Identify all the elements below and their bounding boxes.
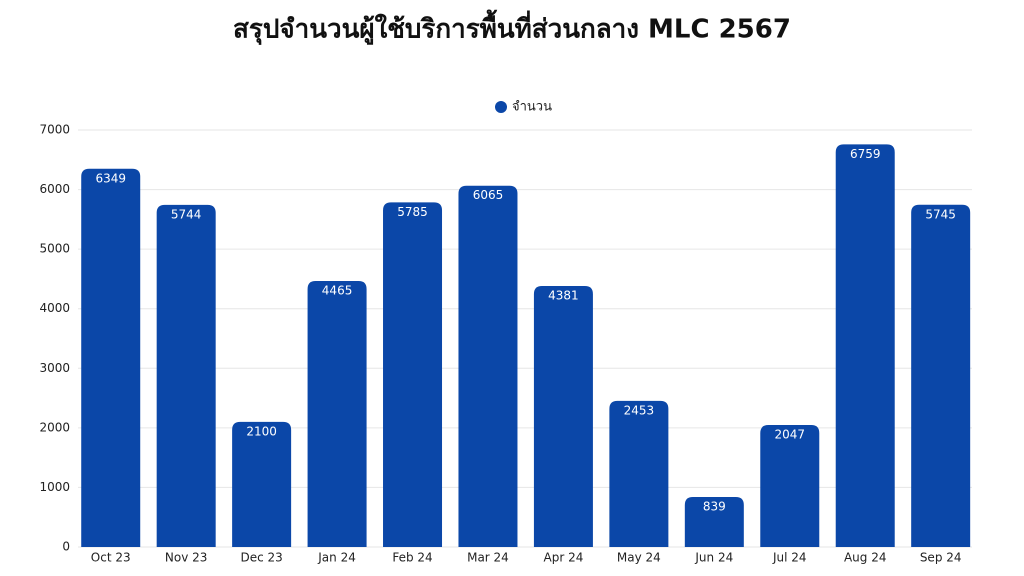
x-tick-label: Jul 24 [772, 551, 807, 565]
bar [458, 185, 518, 547]
bar [81, 168, 141, 547]
x-tick-label: Oct 23 [91, 551, 131, 565]
y-tick-label: 2000 [39, 420, 70, 434]
bar [684, 497, 744, 547]
y-tick-label: 6000 [39, 182, 70, 196]
legend-marker [495, 101, 507, 113]
value-label: 5745 [925, 207, 956, 221]
value-label: 839 [703, 500, 726, 514]
value-label: 2453 [624, 403, 655, 417]
x-tick-label: Feb 24 [392, 551, 432, 565]
value-label: 6759 [850, 147, 881, 161]
x-tick-label: Dec 23 [240, 551, 282, 565]
x-tick-label: Jan 24 [317, 551, 356, 565]
x-tick-label: Jun 24 [694, 551, 733, 565]
bar [835, 144, 895, 547]
bar [609, 400, 669, 547]
chart-title: สรุปจำนวนผู้ใช้บริการพื้นที่ส่วนกลาง MLC… [233, 9, 791, 46]
value-label: 2100 [246, 424, 277, 438]
value-label: 4465 [322, 284, 353, 298]
value-label: 5744 [171, 207, 202, 221]
bar [156, 204, 216, 547]
y-tick-label: 4000 [39, 301, 70, 315]
value-label: 6065 [473, 188, 504, 202]
value-label: 4381 [548, 289, 579, 303]
bar [383, 202, 443, 548]
legend-label: จำนวน [512, 100, 552, 115]
x-tick-label: May 24 [617, 551, 661, 565]
y-tick-label: 3000 [39, 361, 70, 375]
x-tick-label: Mar 24 [467, 551, 509, 565]
y-tick-label: 5000 [39, 242, 70, 256]
x-tick-label: Aug 24 [844, 551, 887, 565]
y-tick-label: 1000 [39, 480, 70, 494]
value-label: 2047 [775, 428, 806, 442]
x-tick-label: Sep 24 [920, 551, 962, 565]
bar [232, 421, 292, 547]
value-label: 5785 [397, 205, 428, 219]
bar [760, 425, 820, 547]
y-tick-label: 7000 [39, 123, 70, 137]
bar [911, 204, 971, 547]
x-tick-label: Apr 24 [544, 551, 584, 565]
bar [307, 281, 367, 547]
bar [533, 286, 593, 547]
y-tick-label: 0 [62, 540, 70, 554]
x-tick-label: Nov 23 [165, 551, 208, 565]
value-label: 6349 [95, 171, 126, 185]
